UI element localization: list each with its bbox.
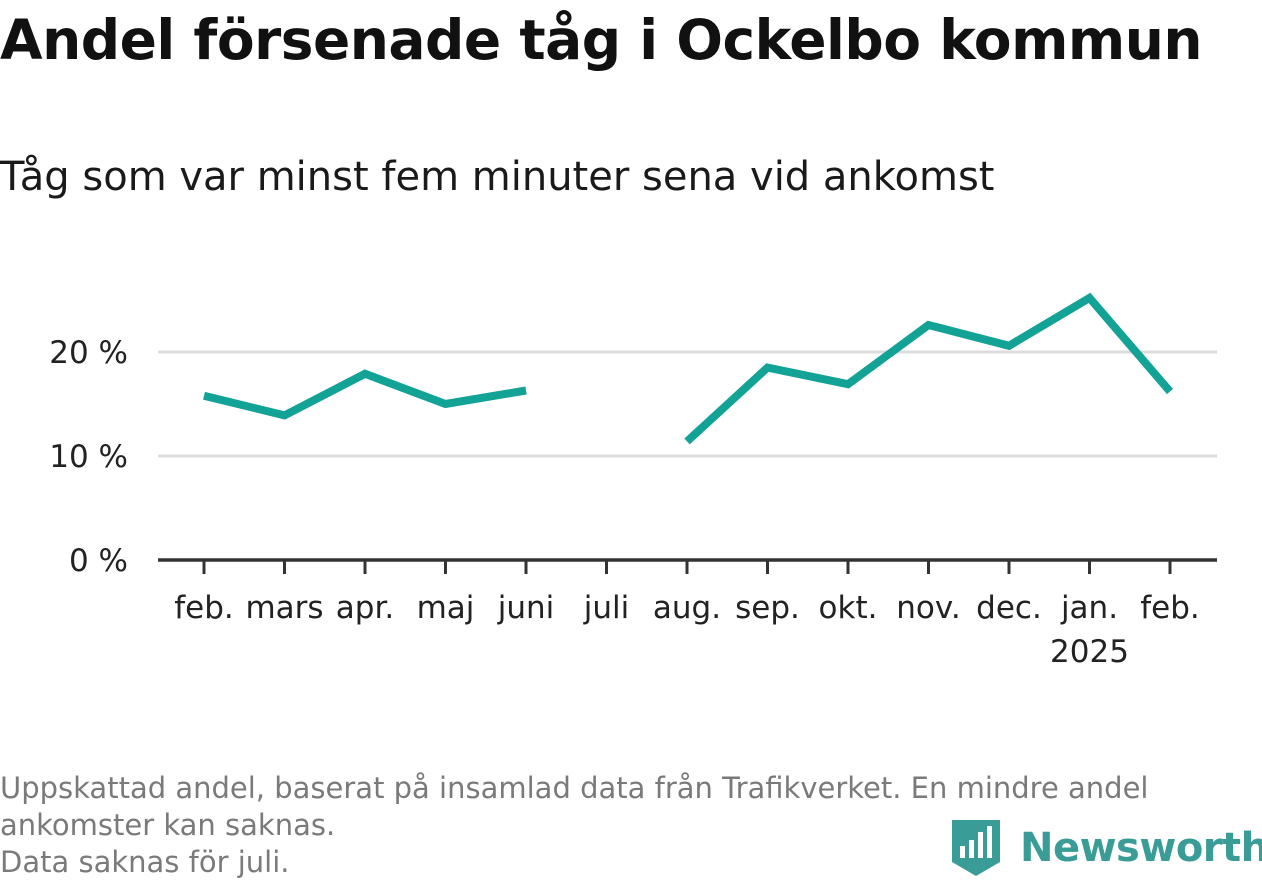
footnote-line-2: ankomster kan saknas.	[0, 808, 336, 842]
series-line-segment-1	[203, 369, 527, 420]
x-axis: feb. mars apr. maj juni juli aug. sep. okt. nov. d…	[158, 558, 1217, 670]
y-axis: 0 % 10 % 20 %	[49, 335, 128, 579]
brand-logo: Newsworthy	[950, 818, 1262, 878]
x-tick-label: feb.	[174, 590, 234, 626]
y-tick-label: 0 %	[69, 543, 128, 579]
footnote-line-3: Data saknas för juli.	[0, 845, 290, 879]
x-tick-label: jan.	[1060, 590, 1118, 626]
chart-title: Andel försenade tåg i Ockelbo kommun	[0, 8, 1203, 72]
x-tick-label: juli	[583, 590, 630, 626]
x-tick-label: okt.	[819, 590, 878, 626]
x-tick-label: apr.	[336, 590, 394, 626]
x-tick-label: dec.	[976, 590, 1042, 626]
newsworthy-logo-icon	[952, 820, 1000, 876]
x-tick-sublabel: 2025	[1050, 634, 1129, 670]
series-lines	[203, 292, 1174, 445]
x-tick-label: maj	[417, 590, 475, 626]
x-tick-label: nov.	[896, 590, 960, 626]
footnote: Uppskattad andel, baserat på insamlad da…	[0, 770, 1250, 881]
brand-name: Newsworthy	[1020, 825, 1262, 871]
x-tick-label: mars	[245, 590, 323, 626]
y-tick-label: 20 %	[49, 335, 128, 371]
x-tick-label: feb.	[1140, 590, 1200, 626]
x-tick-label: aug.	[653, 590, 721, 626]
y-tick-label: 10 %	[49, 439, 128, 475]
grid-lines	[158, 350, 1217, 458]
x-tick-label: sep.	[735, 590, 800, 626]
footnote-line-1: Uppskattad andel, baserat på insamlad da…	[0, 771, 1149, 805]
x-tick-label: juni	[497, 590, 555, 626]
chart-subtitle: Tåg som var minst fem minuter sena vid a…	[0, 154, 995, 200]
series-line-segment-2	[684, 292, 1174, 445]
